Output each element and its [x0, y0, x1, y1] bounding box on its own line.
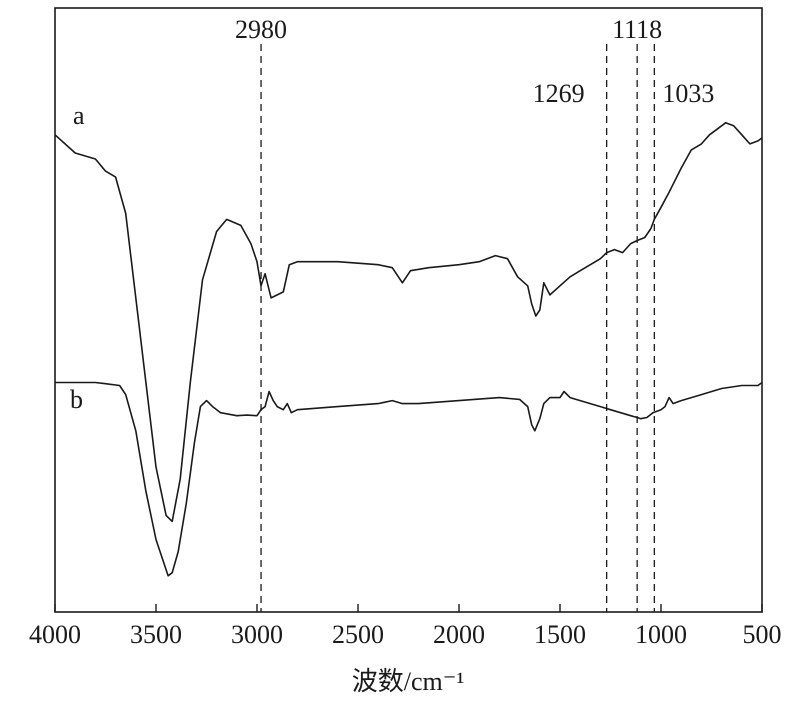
x-tick-label: 4000 [29, 620, 81, 649]
series-a-label: a [73, 101, 85, 130]
series-line-b [55, 381, 763, 577]
reference-label-1269: 1269 [533, 79, 585, 108]
x-tick-label: 2000 [433, 620, 485, 649]
x-tick-label: 1500 [534, 620, 586, 649]
series-group [54, 122, 763, 577]
x-tick-label: 3000 [231, 620, 283, 649]
x-tick-label: 500 [743, 620, 782, 649]
x-tick-label: 2500 [332, 620, 384, 649]
reference-label-2980: 2980 [235, 15, 287, 44]
reference-lines: 2980 1269 1118 1033 [235, 15, 714, 612]
x-tick-label: 3500 [130, 620, 182, 649]
series-line-a [54, 122, 763, 523]
plot-frame [54, 7, 763, 613]
reference-label-1118: 1118 [612, 15, 662, 44]
reference-label-1033: 1033 [662, 79, 714, 108]
x-axis-label: 波数/cm⁻¹ [352, 667, 465, 696]
x-axis-ticks: 4000 3500 3000 2500 2000 1500 1000 500 [29, 604, 782, 649]
x-tick-label: 1000 [635, 620, 687, 649]
series-b-label: b [70, 385, 83, 414]
